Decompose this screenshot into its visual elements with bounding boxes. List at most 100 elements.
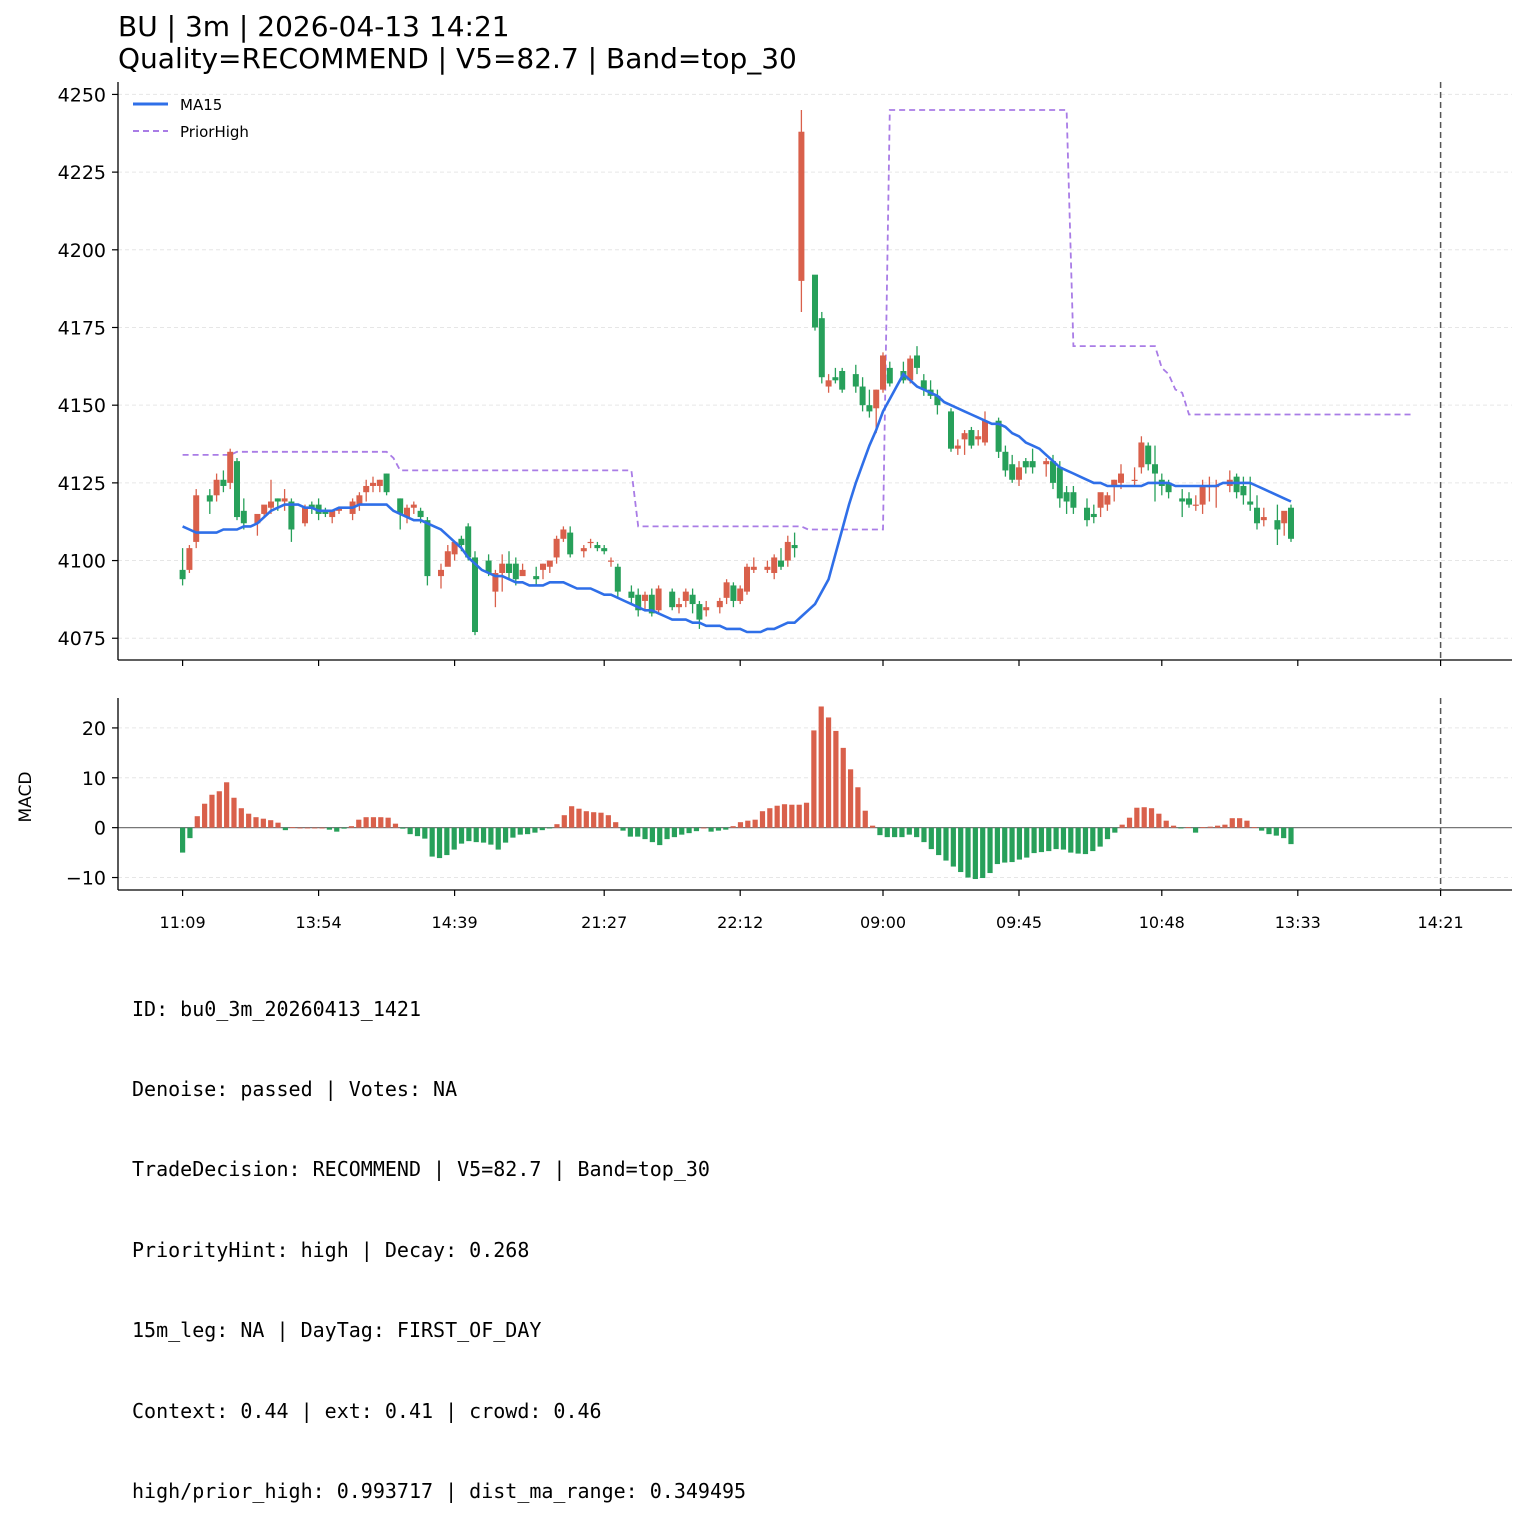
macd-bar (517, 827, 523, 835)
candle-body (778, 560, 784, 567)
info-line: 15m_leg: NA | DayTag: FIRST_OF_DAY (132, 1318, 542, 1343)
price-ytick-label: 4250 (58, 84, 106, 106)
candle-body (968, 430, 975, 446)
macd-bar (701, 827, 707, 829)
macd-bar (524, 827, 531, 835)
candle-body (458, 538, 465, 546)
macd-bar (1097, 827, 1103, 847)
candle-body (370, 482, 376, 486)
macd-bar (268, 820, 274, 828)
macd-bar (840, 747, 846, 828)
macd-bar (400, 827, 406, 829)
xtick-label: 14:21 (1418, 913, 1464, 932)
macd-bar (987, 827, 993, 874)
macd-bar (180, 827, 186, 853)
price-ytick-label: 4175 (58, 317, 106, 339)
macd-bar (818, 706, 824, 828)
macd-bar (224, 782, 230, 828)
candle-body (533, 576, 540, 580)
candle-body (322, 510, 329, 514)
candle-body (1022, 461, 1029, 468)
macd-bar (554, 824, 560, 828)
candle-body (1090, 513, 1097, 518)
macd-bar (789, 804, 795, 828)
candle-body (934, 395, 941, 406)
candle-body (560, 529, 567, 539)
legend-label-ma15: MA15 (180, 96, 222, 114)
macd-bar (539, 827, 545, 831)
candle-body (1240, 485, 1247, 496)
candle-body (669, 591, 676, 608)
macd-bar (1178, 827, 1184, 829)
macd-ytick-label: 20 (82, 718, 106, 740)
info-line: high/prior_high: 0.993717 | dist_ma_rang… (132, 1478, 747, 1503)
candle-body (1281, 510, 1288, 524)
macd-bar (1009, 827, 1015, 863)
candle-body (268, 501, 274, 508)
candle-body (417, 510, 424, 518)
macd-bar (1288, 827, 1294, 845)
candle-body (648, 594, 655, 614)
xtick-label: 09:45 (996, 913, 1042, 932)
candle-body (451, 541, 458, 555)
macd-bar (1082, 827, 1089, 855)
macd-bar (312, 827, 318, 829)
macd-bar (1207, 826, 1213, 828)
macd-bar (980, 827, 986, 879)
candle-body (608, 560, 614, 562)
candle-body (655, 588, 662, 611)
legend: MA15 PriorHigh (133, 96, 249, 141)
candle-body (315, 504, 322, 514)
xtick-label: 21:27 (581, 913, 627, 932)
macd-bar (715, 827, 722, 831)
macd-bar (825, 717, 832, 828)
candle-body (852, 374, 859, 387)
xtick-label: 13:54 (296, 913, 342, 932)
macd-bar (657, 827, 663, 846)
candle-body (784, 541, 791, 561)
macd-bar (796, 804, 802, 828)
macd-bar (510, 827, 516, 838)
candle-body (1233, 476, 1240, 493)
macd-bar (774, 805, 780, 828)
candle-body (213, 479, 220, 496)
candle-body (886, 367, 893, 384)
candle-body (1118, 473, 1124, 483)
macd-bar (1251, 827, 1257, 828)
candle-body (1192, 504, 1199, 506)
candle-body (580, 548, 587, 552)
macd-bar (752, 819, 758, 828)
macd-bar (1170, 825, 1177, 828)
candle-body (866, 405, 873, 412)
candle-body (961, 433, 968, 440)
candle-body (587, 541, 594, 544)
macd-bar (231, 797, 237, 828)
macd-bar (855, 787, 861, 828)
candle-body (220, 479, 227, 486)
macd-bar (1266, 827, 1272, 835)
info-line: Denoise: passed | Votes: NA (132, 1076, 458, 1101)
macd-bar (532, 827, 538, 833)
macd-bar (1244, 820, 1250, 828)
macd-bar (385, 817, 391, 828)
candle-body (1097, 492, 1104, 508)
candle-body (1186, 498, 1192, 505)
candle-body (485, 560, 492, 573)
price-ytick-label: 4075 (58, 628, 106, 650)
candle-body (628, 591, 635, 598)
candle-body (193, 495, 200, 542)
candle-body (281, 498, 288, 502)
candle-body (397, 498, 404, 514)
candle-body (914, 355, 920, 368)
info-line: PriorityHint: high | Decay: 0.268 (132, 1237, 530, 1262)
macd-bar (899, 827, 905, 838)
chart-title: BU | 3m | 2026-04-13 14:21 (118, 10, 510, 43)
macd-bar (1090, 827, 1096, 852)
price-ytick-label: 4200 (58, 240, 106, 262)
candle-body (512, 563, 519, 580)
macd-bar (194, 816, 200, 828)
macd-bar (202, 803, 208, 828)
macd-bar (965, 827, 971, 878)
candle-body (825, 380, 832, 387)
candle-body (920, 380, 927, 390)
